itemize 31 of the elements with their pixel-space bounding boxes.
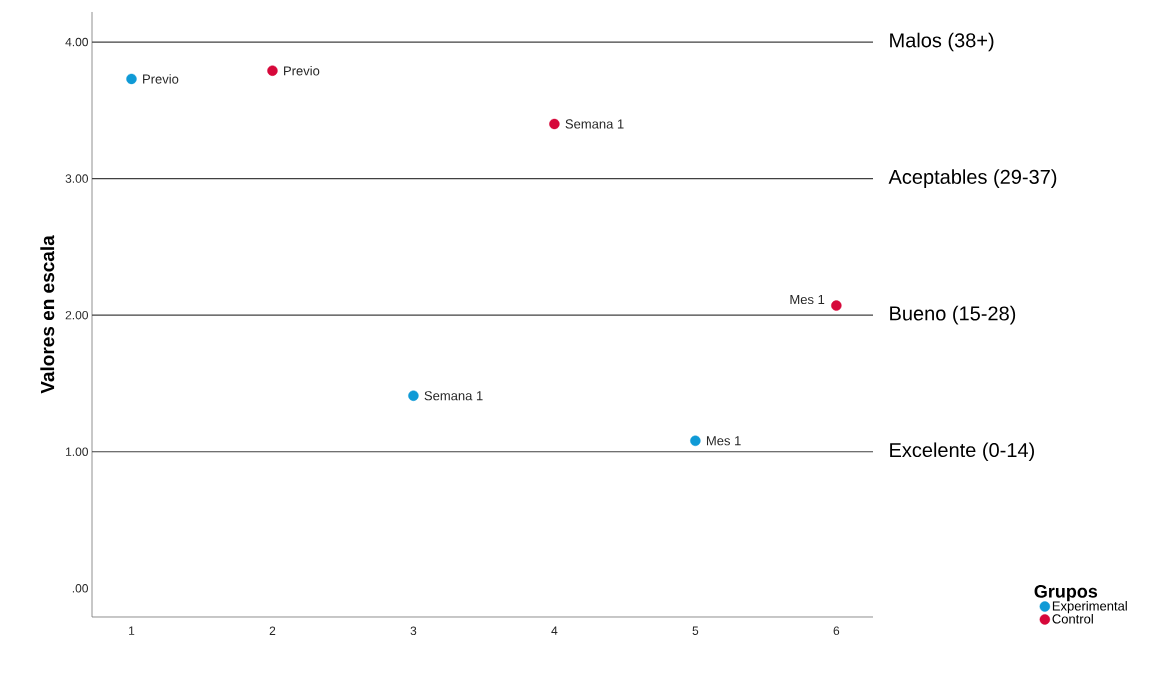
ref-line-label: Aceptables (29-37) (888, 169, 1057, 188)
y-tick-label: 4.00 (65, 37, 89, 47)
legend-label: Experimental (1052, 601, 1127, 614)
point (831, 300, 842, 311)
point (408, 390, 419, 401)
y-tick-label: 3.00 (65, 174, 89, 183)
y-tick-label: 2.00 (65, 310, 89, 320)
point (267, 65, 278, 76)
x-tick-label: 2 (269, 626, 276, 635)
y-tick-label: .00 (72, 584, 89, 593)
point (126, 73, 137, 85)
annotation: Previo (284, 65, 320, 76)
ref-line-label: Malos (38+) (890, 32, 994, 52)
ref-line-label: Excelente (0-14) (890, 442, 1034, 462)
annotation: Mes 1 (790, 295, 825, 305)
legend-label: Control (1052, 613, 1093, 624)
x-tick-label: 6 (833, 626, 840, 636)
point (690, 435, 701, 447)
annotation: Semana 1 (565, 119, 624, 129)
ref-line-label: Bueno (15-28) (890, 305, 1016, 325)
x-tick-label: 1 (129, 626, 135, 635)
x-tick-label: 5 (692, 626, 699, 635)
y-axis-title: Valores en escala (40, 235, 55, 394)
point (549, 118, 560, 130)
annotation: Previo (143, 74, 179, 84)
x-tick-label: 3 (410, 626, 417, 636)
annotation: Mes 1 (706, 436, 741, 446)
annotation: Semana 1 (424, 391, 483, 401)
legend-title: Grupos (1034, 584, 1098, 602)
y-tick-label: 1.00 (66, 447, 89, 456)
x-tick-label: 4 (551, 626, 558, 635)
